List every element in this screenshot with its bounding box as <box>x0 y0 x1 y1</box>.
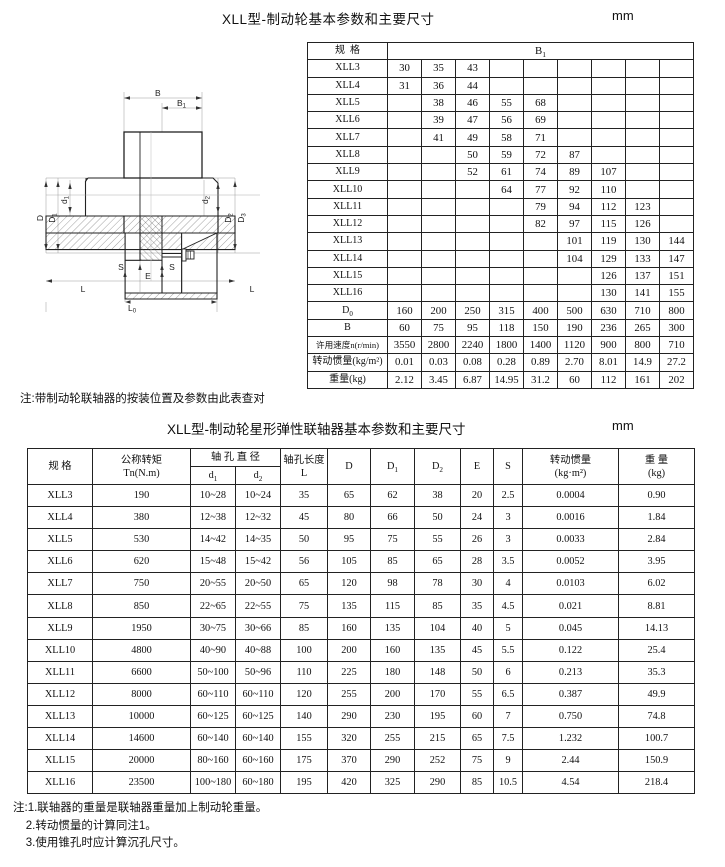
svg-text:S: S <box>169 262 175 272</box>
svg-text:d2: d2 <box>200 195 212 204</box>
svg-text:S: S <box>118 262 124 272</box>
svg-text:d1: d1 <box>59 195 71 204</box>
svg-text:D2: D2 <box>223 213 235 223</box>
svg-text:D1: D1 <box>47 213 59 223</box>
svg-text:B1: B1 <box>177 98 187 110</box>
svg-text:E: E <box>145 271 151 281</box>
svg-text:L: L <box>250 284 255 294</box>
svg-text:D: D <box>35 215 45 221</box>
svg-text:L: L <box>81 284 86 294</box>
svg-text:D3: D3 <box>236 213 248 223</box>
svg-text:B: B <box>155 88 161 98</box>
svg-text:L0: L0 <box>128 303 137 315</box>
